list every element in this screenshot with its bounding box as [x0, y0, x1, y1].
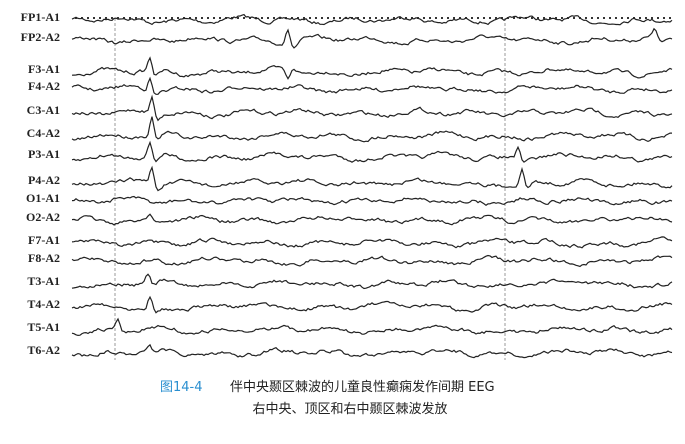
figure-subtitle: 右中央、顶区和右中颞区棘波发放	[252, 401, 447, 417]
channel-label: FP2-A2	[21, 30, 60, 44]
eeg-trace	[71, 165, 673, 192]
channel-label: C4-A2	[27, 126, 60, 140]
eeg-trace	[71, 254, 673, 268]
channel-label: O2-A2	[26, 210, 60, 224]
channel-label: P4-A2	[28, 173, 60, 187]
eeg-trace	[71, 295, 673, 314]
eeg-trace	[71, 317, 673, 337]
eeg-trace	[71, 195, 673, 207]
eeg-trace	[71, 236, 673, 249]
channel-label: P3-A1	[28, 147, 60, 161]
channel-label: F4-A2	[28, 79, 60, 93]
eeg-trace	[71, 213, 673, 226]
figure-number: 图14-4	[160, 380, 203, 395]
channel-label: T4-A2	[27, 297, 60, 311]
channel-label: C3-A1	[27, 103, 60, 117]
channel-label: O1-A1	[26, 191, 60, 205]
channel-label: T5-A1	[27, 320, 60, 334]
eeg-trace	[71, 140, 673, 163]
eeg-trace	[71, 76, 673, 95]
figure-title: 伴中央颞区棘波的儿童良性癫痫发作间期 EEG	[230, 379, 495, 395]
channel-label: T3-A1	[27, 274, 60, 288]
channel-label: F7-A1	[28, 233, 60, 247]
channel-label: F8-A2	[28, 251, 60, 265]
eeg-trace	[71, 273, 673, 290]
eeg-trace	[71, 13, 673, 26]
eeg-trace	[71, 116, 672, 143]
channel-label: T6-A2	[27, 343, 60, 357]
eeg-trace	[71, 94, 673, 122]
eeg-trace	[71, 343, 673, 359]
channel-label: FP1-A1	[21, 10, 60, 24]
channel-label: F3-A1	[28, 62, 60, 76]
eeg-trace	[71, 56, 673, 80]
eeg-trace	[71, 27, 673, 49]
